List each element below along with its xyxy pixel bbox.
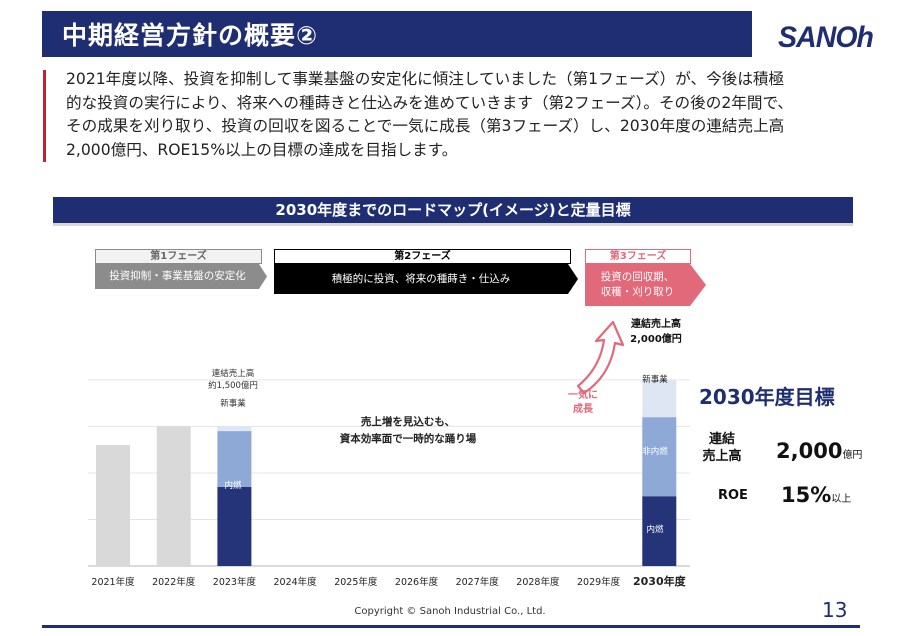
growth-label-line-2: 成長 [573, 402, 594, 415]
phase-3-label: 第3フェーズ [585, 249, 691, 264]
bar-2023-new-business-label: 新事業 [220, 398, 246, 409]
intro-line: 2021年度以降、投資を抑制して事業基盤の安定化に傾注していました（第1フェーズ… [66, 70, 785, 88]
bar-2023-sales-label: 連結売上高 [212, 368, 255, 379]
x-tick-label: 2025年度 [334, 576, 378, 588]
intro-accent-bar [43, 70, 46, 162]
phase-1-description: 投資抑制・事業基盤の安定化 [109, 270, 246, 282]
footer-rule [42, 625, 860, 628]
plateau-annotation-line-2: 資本効率面で一時的な踊り場 [340, 432, 477, 445]
intro-line: 的な投資の実行により、将来への種蒔きと仕込みを進めていきます（第2フェーズ）。そ… [66, 93, 794, 112]
roadmap-title: 2030年度までのロードマップ(イメージ)と定量目標 [275, 201, 631, 219]
roe-target-label: ROE [718, 488, 748, 503]
sales-target-label: 連結 売上高 [702, 432, 742, 464]
x-tick-label: 2030年度 [633, 574, 687, 588]
x-tick-label: 2023年度 [213, 576, 257, 588]
bar-2030-sales-value: 2,000億円 [630, 332, 682, 345]
phase-2-arrow [274, 264, 578, 294]
roadmap-title-shadow [53, 223, 853, 226]
bar [96, 445, 130, 566]
page-number: 13 [822, 598, 848, 622]
targets-title: 2030年度目標 [699, 385, 835, 409]
x-tick-label: 2026年度 [395, 576, 439, 588]
sales-target-value: 2,000億円 [776, 439, 863, 463]
chart-x-axis-labels: 2021年度 2022年度 2023年度 2024年度 2025年度 2026年度 2027… [91, 574, 686, 588]
x-tick-label: 2022年度 [152, 576, 196, 588]
bar-2023-sales-value: 約1,500億円 [208, 380, 258, 391]
page-title: 中期経営方針の概要② [62, 21, 319, 50]
chart-bars [96, 379, 677, 566]
phase-2-label: 第2フェーズ [274, 249, 571, 264]
intro-paragraph: 2021年度以降、投資を抑制して事業基盤の安定化に傾注していました（第1フェーズ… [66, 68, 856, 162]
phase-2-description: 積極的に投資、将来の種蒔き・仕込み [331, 272, 511, 285]
growth-label-line-1: 一気に [568, 388, 598, 401]
bar-2030-sales-label: 連結売上高 [631, 317, 681, 330]
roadmap-title-bar [53, 197, 853, 223]
phase-3-arrow [585, 264, 706, 306]
company-logo: SANOh [778, 21, 874, 54]
x-tick-label: 2027年度 [456, 576, 500, 588]
bar-2030-non-ice-label: 非内燃 [642, 446, 668, 457]
bar-2023-non-ice-label: 非内燃 [220, 415, 246, 426]
bar-2030-ice-label: 内燃 [646, 524, 664, 535]
bar-2030-new-business-label: 新事業 [642, 374, 668, 385]
roadmap-chart: 連結売上高 約1,500億円 新事業 非内燃 内燃 売上増を見込むも、 資本効率… [88, 317, 690, 588]
bar-segment [642, 379, 677, 418]
x-tick-label: 2028年度 [516, 576, 560, 588]
x-tick-label: 2024年度 [274, 576, 318, 588]
title-bar [42, 11, 752, 57]
bar-2023-ice-label: 内燃 [224, 480, 242, 491]
copyright: Copyright © Sanoh Industrial Co., Ltd. [354, 606, 546, 617]
phase-1-label: 第1フェーズ [95, 249, 262, 264]
growth-arrow-icon [576, 320, 625, 395]
x-tick-label: 2021年度 [91, 576, 135, 588]
bar [156, 426, 191, 566]
phase-1-arrow [95, 264, 267, 289]
bar-segment [217, 486, 252, 566]
intro-line: 2,000億円、ROE15%以上の目標の達成を目指します。 [66, 140, 458, 159]
bar-segment [217, 426, 252, 432]
bar-segment [642, 417, 677, 497]
x-tick-label: 2029年度 [577, 576, 621, 588]
phase-3-description: 投資の回収期、 収穫・刈り取り [600, 271, 675, 298]
roe-target-value: 15%以上 [781, 483, 852, 507]
bar-segment [217, 431, 252, 487]
bar-segment [642, 496, 677, 566]
plateau-annotation-line-1: 売上増を見込むも、 [361, 415, 455, 428]
intro-line: その成果を刈り取り、投資の回収を図ることで一気に成長（第3フェーズ）し、2030… [66, 117, 785, 135]
